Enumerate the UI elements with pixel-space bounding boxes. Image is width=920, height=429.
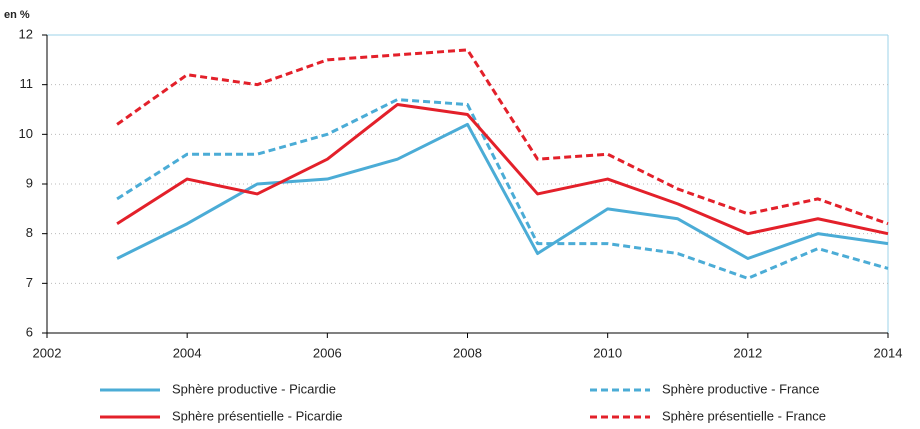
x-tick-label: 2006	[313, 345, 342, 360]
y-tick-label: 11	[20, 76, 34, 91]
x-tick-label: 2004	[173, 345, 202, 360]
x-tick-label: 2014	[874, 345, 903, 360]
x-tick-label: 2002	[33, 345, 62, 360]
series-line	[116, 98, 889, 280]
legend-label: Sphère présentielle - Picardie	[172, 408, 343, 423]
y-tick-label: 9	[26, 175, 33, 190]
series-line	[116, 103, 889, 236]
y-tick-label: 12	[19, 26, 33, 41]
series-line	[116, 122, 889, 260]
y-tick-label: 7	[26, 275, 33, 290]
series-line	[116, 48, 889, 226]
y-axis-label: en %	[4, 9, 30, 21]
legend-label: Sphère productive - France	[662, 381, 820, 396]
x-tick-label: 2010	[593, 345, 622, 360]
legend-label: Sphère productive - Picardie	[172, 381, 336, 396]
x-tick-label: 2008	[453, 345, 482, 360]
y-tick-label: 6	[26, 324, 33, 339]
legend-label: Sphère présentielle - France	[662, 408, 826, 423]
y-tick-label: 10	[19, 126, 33, 141]
x-tick-label: 2012	[733, 345, 762, 360]
y-tick-label: 8	[26, 225, 33, 240]
